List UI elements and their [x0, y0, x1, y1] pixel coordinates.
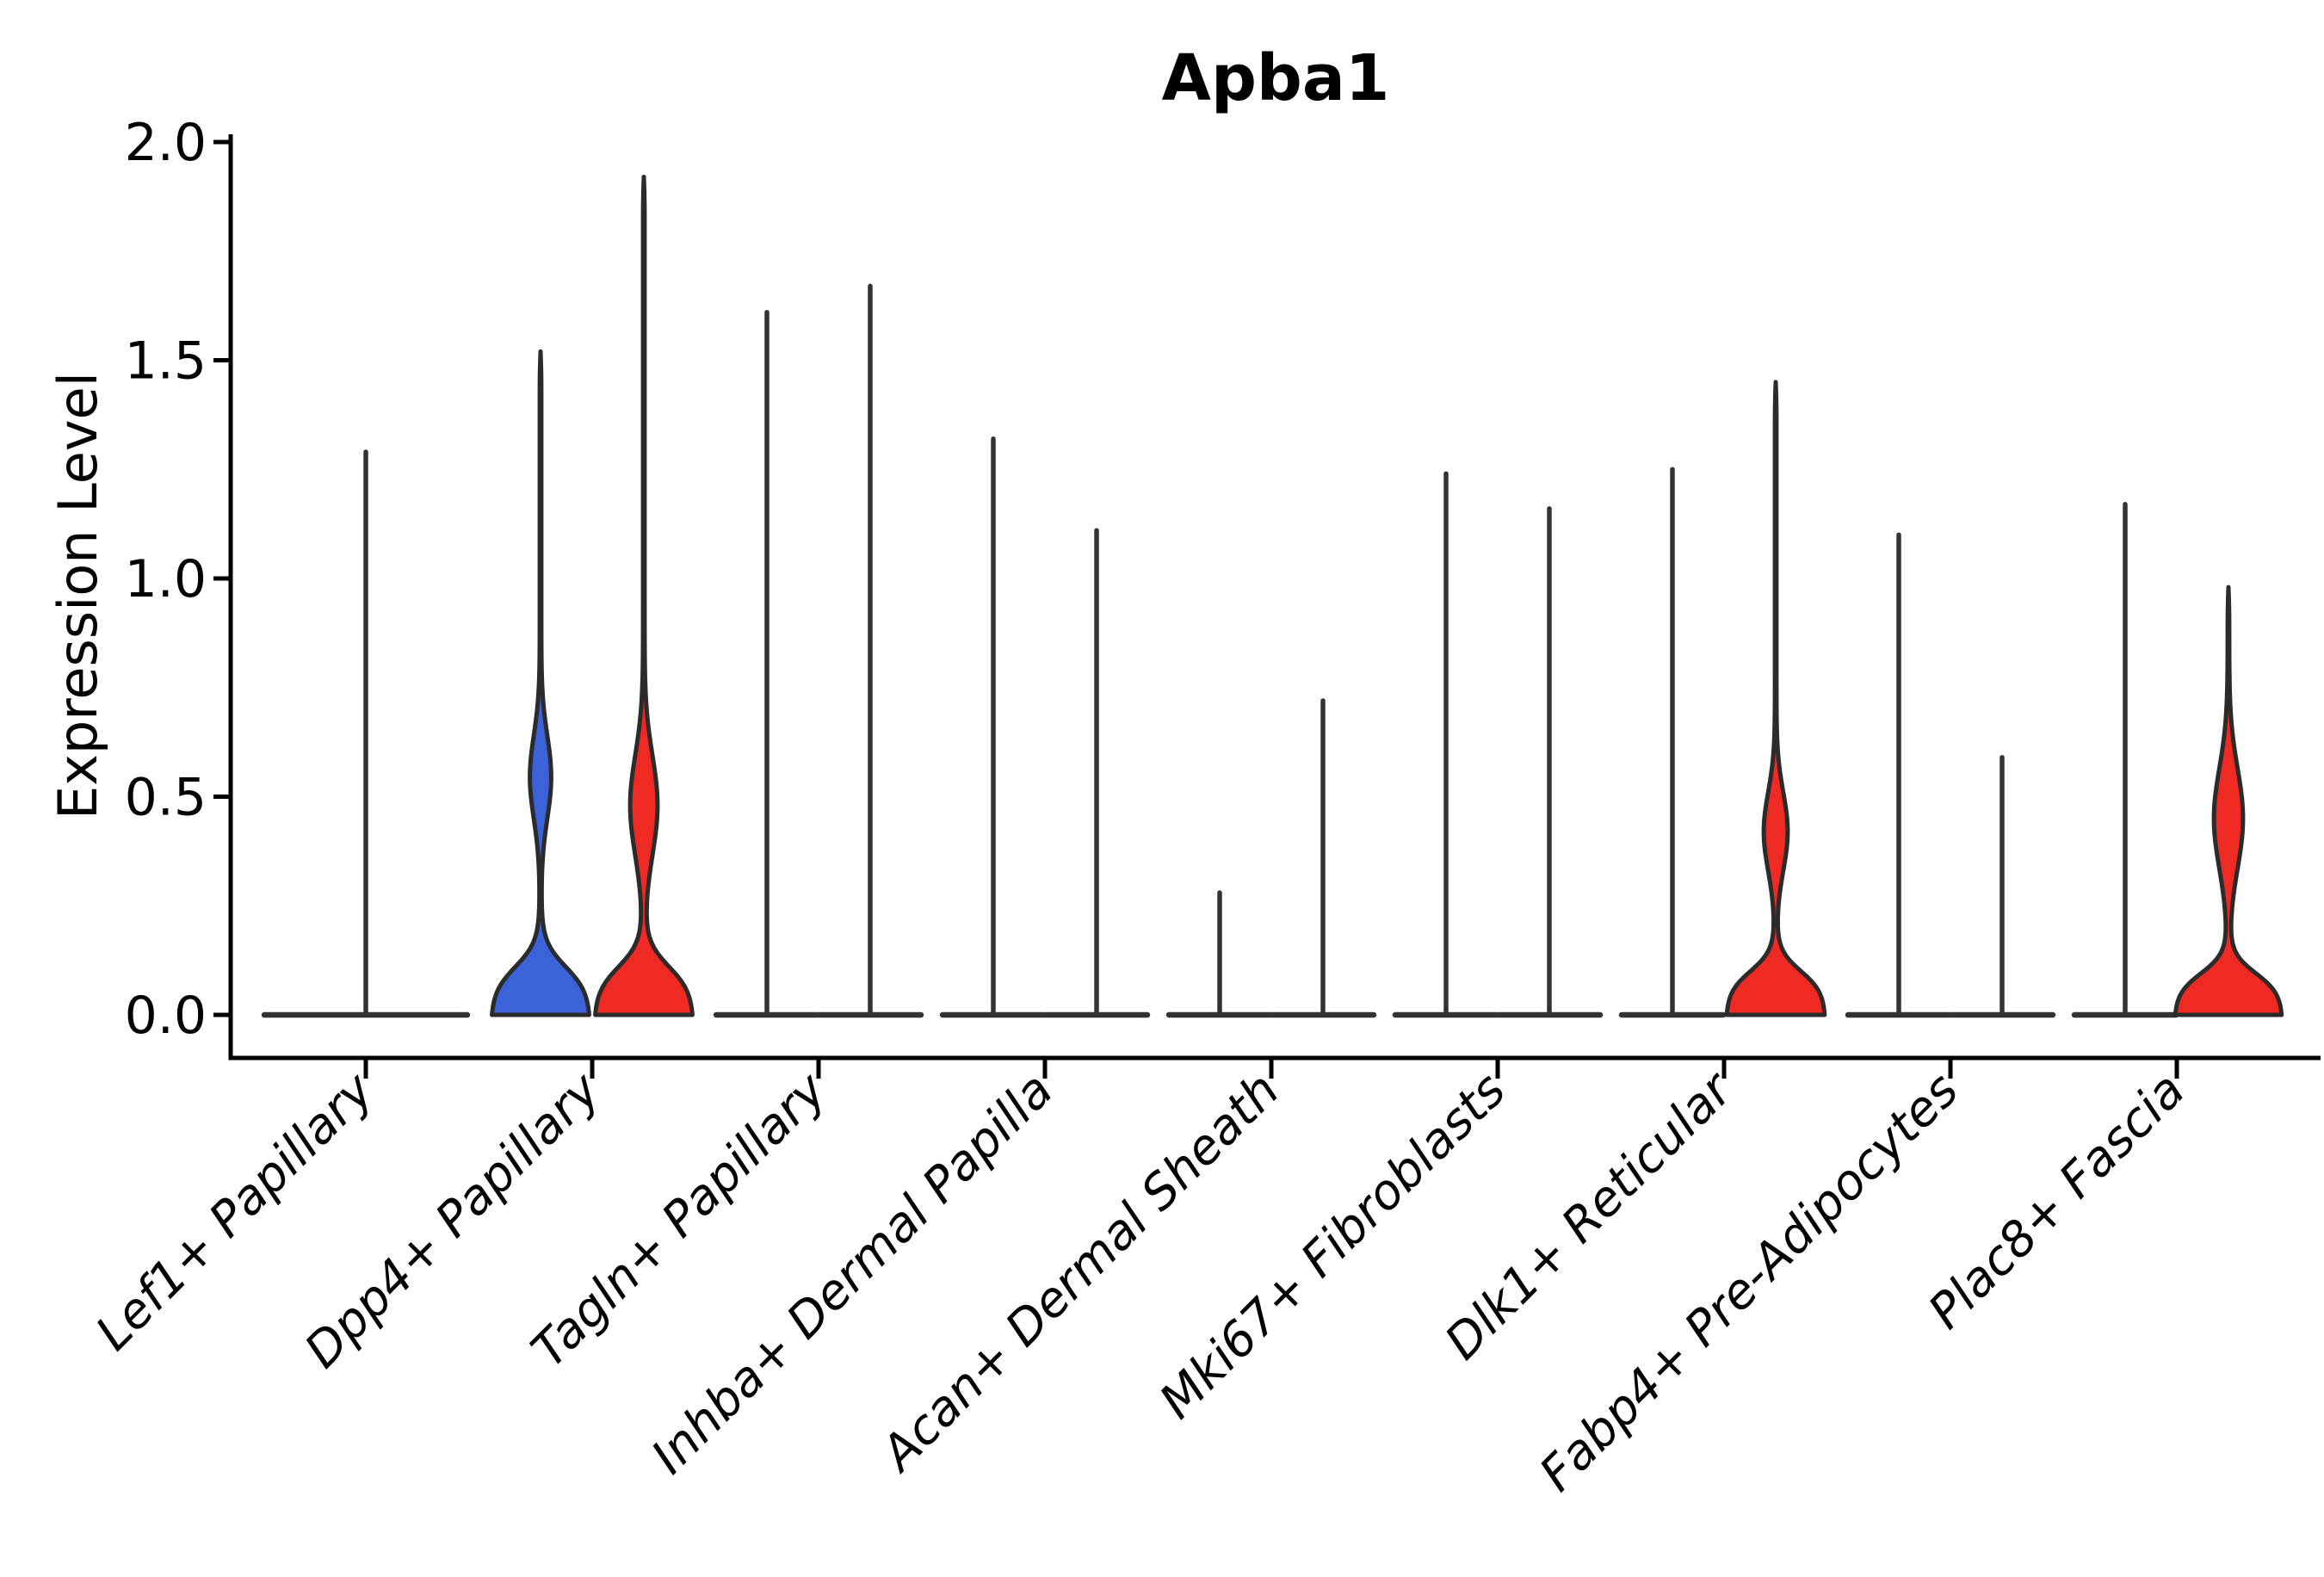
x-tick-label-acan-dermal-sheath: Acan+ Dermal Sheath — [869, 1062, 1290, 1483]
violin-dlk1-reticular-right — [1724, 380, 1827, 1017]
violin-plot-figure: 0.0 0.5 1.0 1.5 2.0 Lef1+ Papillary Dpp4+ Papi… — [34, 14, 2324, 1563]
violin-plac8-fascia-right — [2173, 584, 2284, 1017]
y-tick-label-1.5: 1.5 — [125, 331, 207, 392]
chart-title: Apba1 — [1162, 41, 1390, 115]
y-tick-label-0.5: 0.5 — [125, 768, 207, 828]
violin-dpp4-papillary-right — [593, 175, 695, 1017]
violin-dpp4-papillary-left — [490, 349, 591, 1017]
x-tick-label-fabp4-pre-adipocytes: Fabp4+ Pre-Adipocytes — [1530, 1062, 1969, 1502]
y-axis-label: Expression Level — [46, 372, 109, 819]
y-tick-label-2.0: 2.0 — [125, 113, 207, 173]
violins-layer — [261, 175, 2284, 1018]
y-tick-label-0.0: 0.0 — [125, 986, 207, 1046]
x-tick-label-inhba-dermal-papilla: Inhba+ Dermal Papilla — [641, 1062, 1064, 1485]
y-tick-label-1.0: 1.0 — [125, 549, 207, 609]
